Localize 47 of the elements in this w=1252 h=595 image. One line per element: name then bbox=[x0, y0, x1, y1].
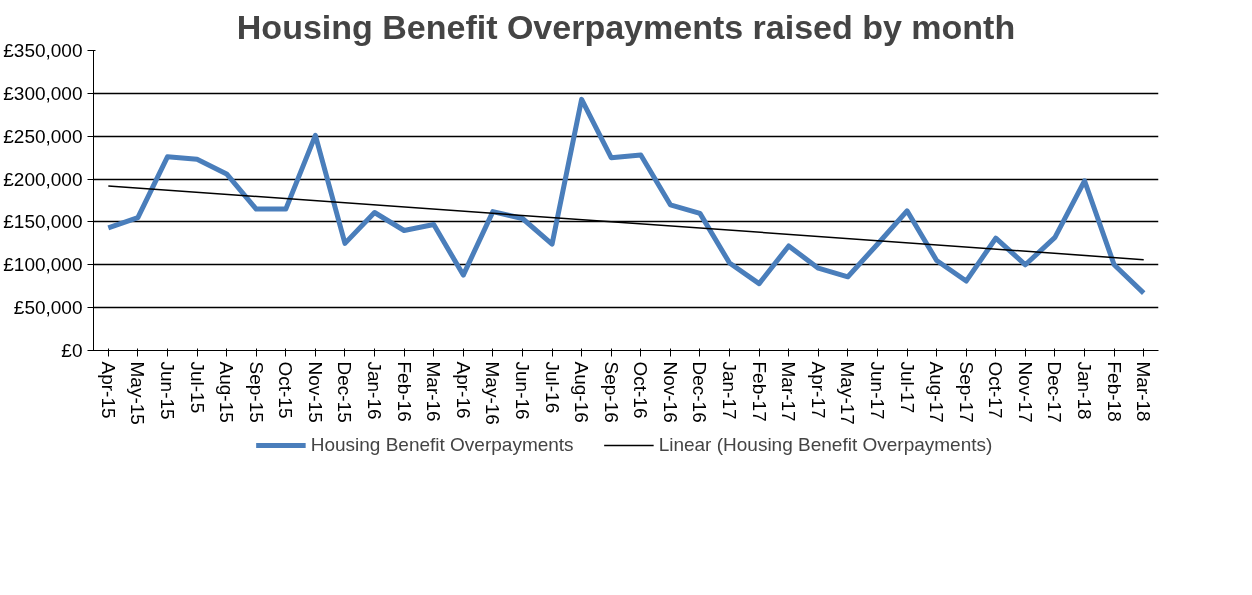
x-tick-label: Oct-15 bbox=[275, 361, 297, 419]
legend-label: Housing Benefit Overpayments bbox=[310, 434, 574, 456]
x-tick-label: Mar-16 bbox=[423, 361, 445, 422]
y-tick-label: £50,000 bbox=[13, 297, 83, 319]
x-tick-label: Sep-16 bbox=[600, 361, 622, 423]
x-tick-label: Jan-16 bbox=[364, 361, 386, 420]
x-tick-label: Aug-16 bbox=[571, 361, 593, 423]
x-tick-label: Jan-18 bbox=[1074, 361, 1096, 420]
x-tick-label: Oct-16 bbox=[630, 361, 652, 419]
x-tick-label: Apr-16 bbox=[452, 361, 474, 419]
x-tick-label: Nov-15 bbox=[304, 361, 326, 423]
legend-label: Linear (Housing Benefit Overpayments) bbox=[658, 434, 993, 456]
x-tick-label: Nov-17 bbox=[1014, 361, 1036, 423]
x-tick-label: Oct-17 bbox=[985, 361, 1007, 419]
x-tick-label: Mar-18 bbox=[1133, 361, 1155, 422]
y-tick-label: £200,000 bbox=[3, 168, 83, 190]
x-tick-label: Aug-15 bbox=[216, 361, 238, 423]
y-tick-label: £250,000 bbox=[3, 125, 83, 147]
y-tick-label: £100,000 bbox=[3, 254, 83, 276]
x-tick-label: Nov-16 bbox=[659, 361, 681, 423]
x-tick-label: Aug-17 bbox=[926, 361, 948, 423]
x-tick-label: May-15 bbox=[127, 361, 149, 425]
x-tick-label: Apr-17 bbox=[807, 361, 829, 419]
x-tick-label: Apr-15 bbox=[97, 361, 119, 419]
x-tick-label: Jul-16 bbox=[541, 361, 563, 414]
x-tick-label: Mar-17 bbox=[778, 361, 800, 422]
x-tick-label: Jun-17 bbox=[866, 361, 888, 420]
x-tick-label: Dec-15 bbox=[334, 361, 356, 423]
y-tick-label: £150,000 bbox=[3, 211, 83, 233]
x-tick-label: Jun-15 bbox=[156, 361, 178, 420]
x-tick-label: Jul-15 bbox=[186, 361, 208, 414]
x-tick-label: Feb-18 bbox=[1103, 361, 1125, 422]
x-tick-label: Sep-17 bbox=[955, 361, 977, 423]
x-tick-label: Sep-15 bbox=[245, 361, 267, 423]
x-tick-label: Dec-16 bbox=[689, 361, 711, 423]
x-tick-label: Jan-17 bbox=[719, 361, 741, 420]
x-tick-label: May-17 bbox=[837, 361, 859, 425]
x-tick-label: Feb-17 bbox=[748, 361, 770, 422]
x-tick-label: Jul-17 bbox=[896, 361, 918, 414]
y-tick-label: £300,000 bbox=[3, 82, 83, 104]
x-tick-label: May-16 bbox=[482, 361, 504, 425]
x-tick-label: Feb-16 bbox=[393, 361, 415, 422]
x-tick-label: Jun-16 bbox=[511, 361, 533, 420]
chart-title: Housing Benefit Overpayments raised by month bbox=[236, 7, 1016, 46]
y-tick-label: £0 bbox=[61, 340, 83, 361]
y-tick-label: £350,000 bbox=[3, 40, 83, 61]
x-tick-label: Dec-17 bbox=[1044, 361, 1066, 423]
